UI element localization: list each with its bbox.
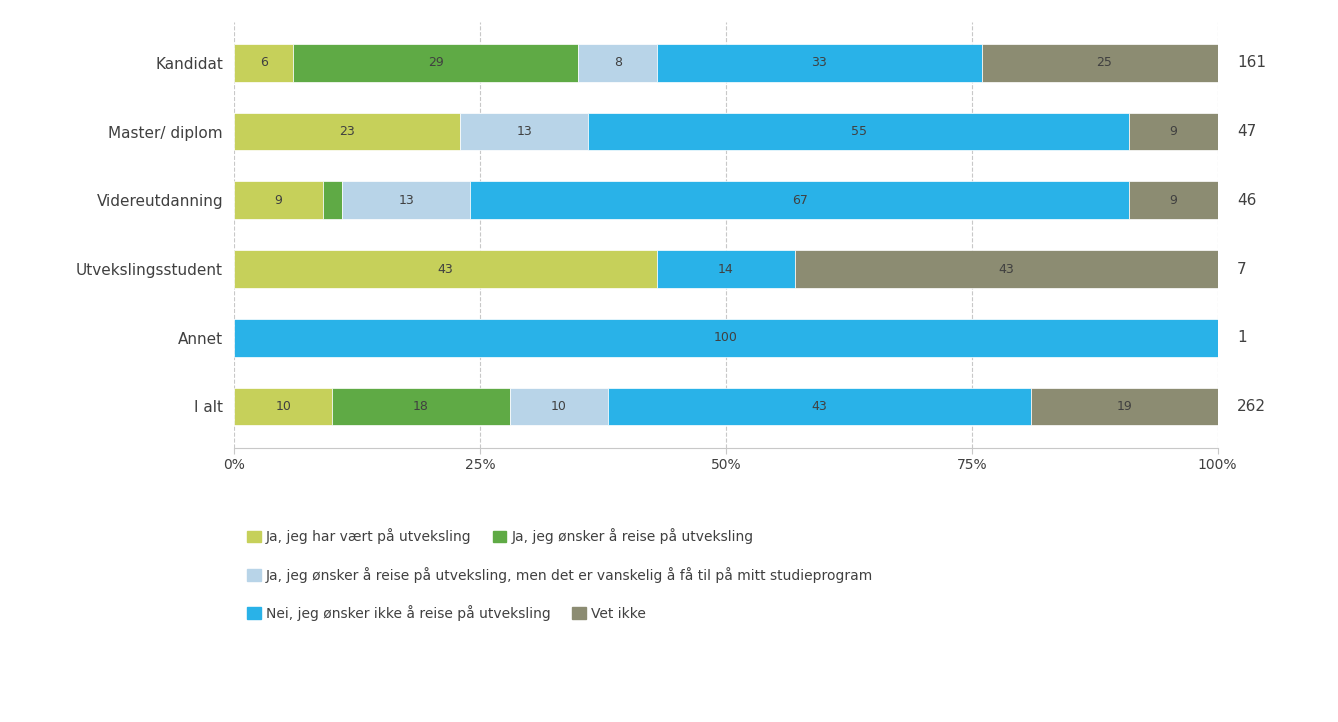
Text: 67: 67 bbox=[792, 193, 808, 206]
Text: 1: 1 bbox=[1238, 330, 1247, 345]
Legend: Nei, jeg ønsker ikke å reise på utveksling, Vet ikke: Nei, jeg ønsker ikke å reise på utveksli… bbox=[241, 599, 652, 627]
Text: 161: 161 bbox=[1238, 56, 1266, 70]
Text: 14: 14 bbox=[719, 263, 733, 276]
Bar bbox=[1129, 181, 1218, 219]
Text: 7: 7 bbox=[1238, 261, 1247, 277]
Text: 8: 8 bbox=[614, 56, 622, 69]
Text: 9: 9 bbox=[1169, 193, 1177, 206]
Bar bbox=[510, 388, 607, 425]
Bar bbox=[795, 250, 1218, 288]
Text: 43: 43 bbox=[438, 263, 454, 276]
Bar bbox=[234, 250, 657, 288]
Text: 13: 13 bbox=[399, 193, 415, 206]
Bar bbox=[234, 44, 293, 82]
Bar bbox=[607, 388, 1030, 425]
Bar bbox=[332, 388, 510, 425]
Bar bbox=[982, 44, 1227, 82]
Bar bbox=[1129, 113, 1218, 150]
Text: 19: 19 bbox=[1116, 400, 1132, 413]
Text: 43: 43 bbox=[811, 400, 827, 413]
Bar bbox=[234, 319, 1218, 357]
Text: 10: 10 bbox=[276, 400, 292, 413]
Text: 262: 262 bbox=[1238, 399, 1266, 414]
Bar bbox=[293, 44, 578, 82]
Bar bbox=[1030, 388, 1218, 425]
Bar bbox=[657, 44, 982, 82]
Text: 13: 13 bbox=[516, 125, 533, 138]
Text: 9: 9 bbox=[274, 193, 282, 206]
Bar bbox=[460, 113, 589, 150]
Bar bbox=[234, 181, 322, 219]
Bar bbox=[470, 181, 1129, 219]
Text: 55: 55 bbox=[851, 125, 867, 138]
Text: 25: 25 bbox=[1097, 56, 1112, 69]
Bar bbox=[343, 181, 470, 219]
Bar bbox=[578, 44, 657, 82]
Bar bbox=[322, 181, 343, 219]
Text: 9: 9 bbox=[1169, 125, 1177, 138]
Text: 10: 10 bbox=[551, 400, 566, 413]
Text: 43: 43 bbox=[998, 263, 1014, 276]
Bar bbox=[234, 113, 460, 150]
Text: 6: 6 bbox=[260, 56, 268, 69]
Text: 47: 47 bbox=[1238, 124, 1256, 139]
Text: 23: 23 bbox=[340, 125, 355, 138]
Bar bbox=[234, 388, 332, 425]
Text: 18: 18 bbox=[413, 400, 429, 413]
Text: 33: 33 bbox=[811, 56, 827, 69]
Bar bbox=[657, 250, 795, 288]
Text: 29: 29 bbox=[428, 56, 444, 69]
Text: 100: 100 bbox=[714, 331, 737, 344]
Text: 46: 46 bbox=[1238, 193, 1256, 208]
Bar bbox=[589, 113, 1129, 150]
